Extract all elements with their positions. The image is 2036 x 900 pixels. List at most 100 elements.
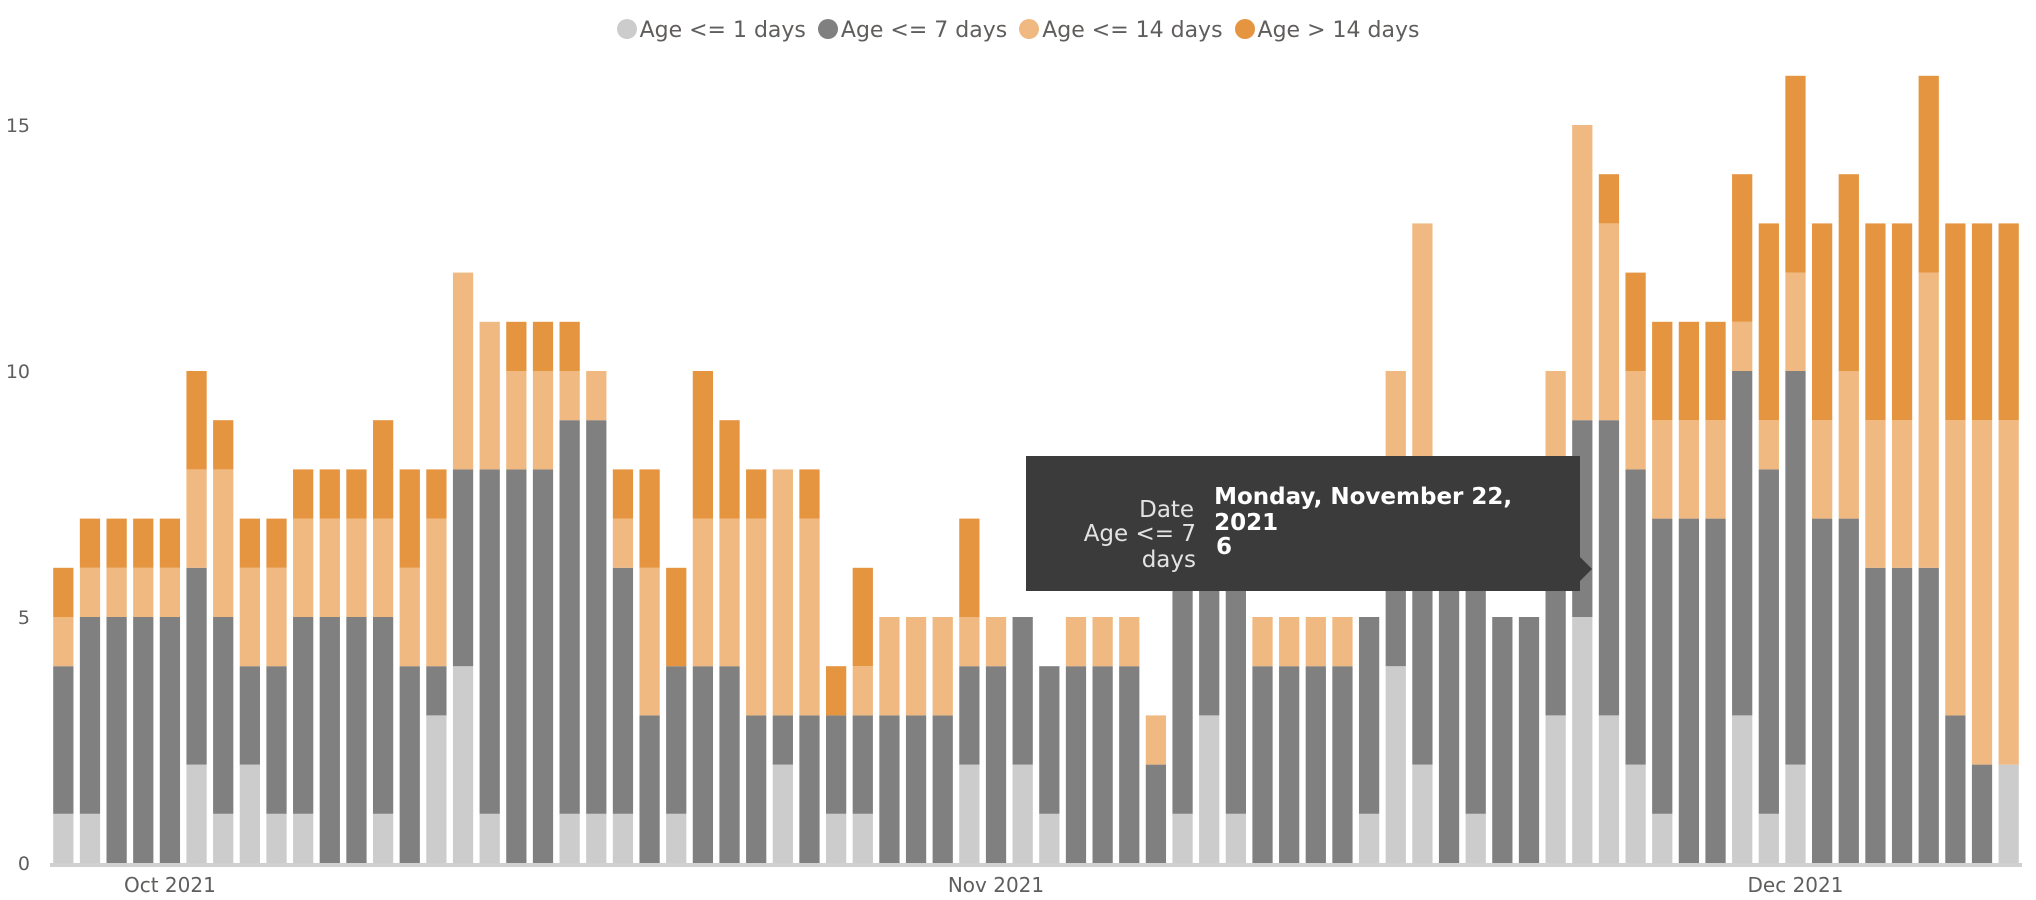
bar-segment[interactable] (1891, 420, 1913, 568)
bar-segment[interactable] (1918, 75, 1939, 273)
bar-segment[interactable] (1545, 715, 1566, 863)
bar-segment[interactable] (1785, 75, 1806, 273)
bar-segment[interactable] (426, 715, 447, 863)
bar-segment[interactable] (746, 518, 767, 716)
bar-segment[interactable] (639, 469, 660, 568)
bar-segment[interactable] (1945, 420, 1966, 716)
bar-segment[interactable] (426, 666, 447, 716)
bar-segment[interactable] (586, 813, 607, 863)
bar-segment[interactable] (1305, 666, 1326, 863)
legend-item[interactable]: Age > 14 days (1234, 18, 1419, 43)
bar-segment[interactable] (1625, 371, 1646, 470)
bar-segment[interactable] (666, 813, 687, 863)
bar-segment[interactable] (772, 764, 793, 863)
bar-segment[interactable] (1385, 666, 1406, 863)
bar-segment[interactable] (1865, 420, 1886, 568)
bar-segment[interactable] (1918, 567, 1939, 863)
bar-segment[interactable] (1785, 371, 1806, 765)
bar-segment[interactable] (53, 813, 74, 863)
bar-segment[interactable] (266, 666, 287, 814)
bar-segment[interactable] (426, 469, 447, 519)
bar-segment[interactable] (772, 469, 793, 716)
bar-segment[interactable] (1625, 764, 1646, 863)
bar-segment[interactable] (1785, 272, 1806, 371)
bar-segment[interactable] (239, 567, 260, 667)
bar-segment[interactable] (106, 567, 127, 617)
bar-segment[interactable] (826, 715, 847, 814)
bar-segment[interactable] (1332, 666, 1353, 863)
bar-segment[interactable] (1971, 420, 1993, 765)
bar-segment[interactable] (319, 469, 340, 519)
bar-segment[interactable] (1812, 223, 1833, 421)
bar-segment[interactable] (1758, 469, 1779, 814)
bar-segment[interactable] (372, 420, 394, 519)
bar-segment[interactable] (932, 715, 953, 863)
bar-segment[interactable] (612, 813, 634, 863)
legend-item[interactable]: Age <= 7 days (817, 18, 1007, 43)
bar-segment[interactable] (1678, 518, 1700, 863)
bar-segment[interactable] (1172, 813, 1193, 863)
bar-segment[interactable] (1412, 223, 1433, 470)
bar-segment[interactable] (639, 567, 660, 716)
bar-segment[interactable] (399, 567, 420, 667)
bar-segment[interactable] (826, 813, 847, 863)
bar-segment[interactable] (1891, 567, 1913, 863)
bar-segment[interactable] (159, 518, 181, 568)
bar-segment[interactable] (852, 715, 873, 814)
bar-segment[interactable] (586, 371, 607, 421)
bar-segment[interactable] (1172, 567, 1193, 814)
legend-item[interactable]: Age <= 14 days (1019, 18, 1223, 43)
bar-segment[interactable] (666, 666, 687, 814)
bar-segment[interactable] (213, 617, 234, 814)
bar-segment[interactable] (1971, 764, 1993, 863)
bar-segment[interactable] (1598, 223, 1620, 421)
bar-segment[interactable] (213, 813, 234, 863)
bar-segment[interactable] (1652, 420, 1673, 519)
bar-segment[interactable] (1012, 764, 1033, 863)
bar-segment[interactable] (1652, 321, 1673, 421)
bar-segment[interactable] (772, 715, 793, 765)
bar-segment[interactable] (1438, 567, 1460, 863)
bar-segment[interactable] (346, 617, 367, 863)
bar-segment[interactable] (1998, 420, 2019, 765)
bar-segment[interactable] (266, 813, 287, 863)
bar-segment[interactable] (53, 666, 74, 814)
bar-segment[interactable] (799, 715, 820, 863)
bar-segment[interactable] (1332, 617, 1353, 667)
bar-segment[interactable] (79, 518, 101, 568)
bar-segment[interactable] (293, 518, 314, 617)
bar-segment[interactable] (905, 715, 927, 863)
bar-segment[interactable] (1518, 617, 1540, 863)
bar-segment[interactable] (852, 567, 873, 667)
bar-segment[interactable] (319, 617, 340, 863)
bar-segment[interactable] (746, 715, 767, 863)
bar-segment[interactable] (399, 469, 420, 568)
bar-segment[interactable] (506, 321, 527, 371)
bar-segment[interactable] (746, 469, 767, 519)
bar-segment[interactable] (1838, 371, 1859, 519)
bar-segment[interactable] (479, 813, 500, 863)
bar-segment[interactable] (1865, 223, 1886, 421)
bar-segment[interactable] (719, 666, 740, 863)
bar-segment[interactable] (1465, 567, 1486, 814)
legend-item[interactable]: Age <= 1 days (616, 18, 806, 43)
bar-segment[interactable] (1732, 371, 1753, 716)
bar-segment[interactable] (1572, 125, 1593, 421)
bar-segment[interactable] (959, 764, 980, 863)
bar-segment[interactable] (1465, 813, 1486, 863)
bar-segment[interactable] (186, 371, 207, 470)
bar-segment[interactable] (1705, 321, 1726, 421)
bar-segment[interactable] (532, 321, 554, 371)
bar-segment[interactable] (1385, 567, 1406, 667)
bar-segment[interactable] (559, 371, 580, 421)
bar-segment[interactable] (612, 469, 634, 519)
bar-segment[interactable] (1758, 420, 1779, 470)
bar-segment[interactable] (1145, 715, 1167, 765)
bar-segment[interactable] (79, 813, 101, 863)
bar-segment[interactable] (959, 617, 980, 667)
bar-segment[interactable] (293, 617, 314, 814)
bar-segment[interactable] (1492, 617, 1513, 863)
bar-segment[interactable] (506, 469, 527, 863)
bar-segment[interactable] (1732, 174, 1753, 322)
bar-segment[interactable] (1732, 321, 1753, 371)
